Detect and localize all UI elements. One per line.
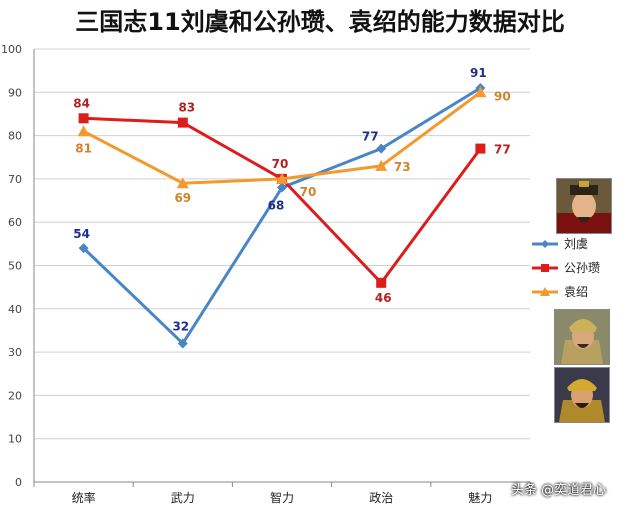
data-label: 90 bbox=[494, 89, 511, 103]
data-point bbox=[78, 113, 89, 124]
y-tick-label: 80 bbox=[8, 130, 22, 143]
data-label: 54 bbox=[73, 227, 90, 241]
series-line bbox=[82, 86, 482, 345]
data-point bbox=[277, 182, 287, 193]
legend-label: 公孙瓒 bbox=[564, 261, 600, 275]
data-label: 84 bbox=[73, 96, 90, 110]
data-point bbox=[474, 86, 487, 98]
series-group bbox=[77, 82, 487, 349]
y-tick-label: 70 bbox=[8, 173, 22, 186]
data-point bbox=[276, 172, 288, 184]
watermark: 头条 @奕道君心 bbox=[511, 483, 607, 498]
y-tick-label: 0 bbox=[15, 476, 22, 489]
y-tick-label: 50 bbox=[8, 260, 22, 273]
data-label: 70 bbox=[272, 157, 289, 171]
legend-label: 袁绍 bbox=[564, 285, 588, 299]
gongsun-zan-portrait-image bbox=[555, 310, 609, 364]
data-label: 77 bbox=[494, 143, 511, 157]
axes: 0 10 20 30 40 50 60 70 80 90 100 统率 武力 智力 政治 魅力 bbox=[1, 43, 531, 505]
data-point bbox=[176, 177, 189, 189]
data-label: 77 bbox=[362, 130, 379, 144]
data-label: 68 bbox=[268, 199, 285, 213]
x-tick-label: 魅力 bbox=[468, 490, 492, 505]
y-tick-label: 20 bbox=[8, 389, 22, 402]
gridlines bbox=[34, 48, 530, 483]
data-label: 69 bbox=[174, 191, 191, 205]
gongsun-zan-portrait bbox=[554, 309, 610, 365]
legend-marker bbox=[541, 264, 549, 272]
legend-marker bbox=[541, 240, 549, 248]
liu-yu-portrait bbox=[556, 178, 612, 234]
data-label: 73 bbox=[394, 160, 411, 174]
data-point bbox=[177, 117, 188, 128]
x-tick-label: 武力 bbox=[171, 491, 195, 505]
data-label: 46 bbox=[375, 291, 392, 305]
y-tick-label: 30 bbox=[8, 346, 22, 359]
data-label: 70 bbox=[300, 185, 317, 199]
data-label: 81 bbox=[75, 141, 92, 155]
data-label: 83 bbox=[178, 101, 195, 115]
data-point bbox=[475, 143, 486, 154]
legend-marker bbox=[540, 287, 550, 296]
chart-title: 三国志11刘虞和公孙瓒、袁绍的能力数据对比 bbox=[75, 8, 564, 36]
y-tick-label: 100 bbox=[1, 43, 22, 56]
data-point bbox=[376, 143, 387, 154]
data-label: 32 bbox=[172, 319, 189, 333]
data-label: 91 bbox=[470, 66, 487, 80]
data-point bbox=[375, 159, 388, 171]
data-labels: 54 32 68 77 91 84 83 70 46 77 81 69 70 73 90 bbox=[73, 66, 511, 333]
y-tick-label: 40 bbox=[8, 303, 22, 316]
y-tick-label: 10 bbox=[8, 433, 22, 446]
legend-label: 刘虞 bbox=[564, 237, 588, 251]
data-point bbox=[177, 338, 188, 349]
x-tick-label: 智力 bbox=[270, 490, 294, 505]
data-point bbox=[78, 243, 89, 254]
y-tick-label: 90 bbox=[8, 86, 22, 99]
data-point bbox=[77, 125, 90, 137]
data-point bbox=[376, 277, 387, 288]
x-tick-label: 统率 bbox=[72, 490, 96, 505]
liu-yu-portrait-image bbox=[557, 179, 611, 233]
y-tick-label: 60 bbox=[8, 216, 22, 229]
yuan-shao-portrait-image bbox=[555, 368, 609, 422]
yuan-shao-portrait bbox=[554, 367, 610, 423]
x-tick-label: 政治 bbox=[369, 491, 393, 505]
